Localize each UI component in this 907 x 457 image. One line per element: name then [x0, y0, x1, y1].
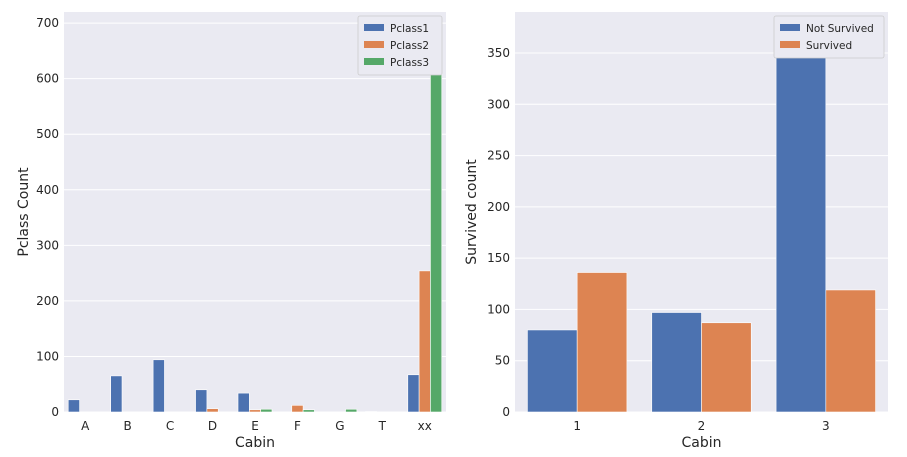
- y-tick-label: 300: [36, 238, 59, 252]
- bar-pclass3-e: [260, 408, 273, 413]
- x-tick-label: 2: [698, 419, 706, 433]
- bar-pclass3-g: [345, 408, 358, 413]
- y-tick-label: 500: [36, 127, 59, 141]
- legend-swatch: [364, 24, 384, 31]
- y-tick-label: 400: [36, 183, 59, 197]
- y-tick-label: 350: [487, 46, 510, 60]
- legend-box: [773, 15, 885, 59]
- bar-pclass1-c: [152, 359, 165, 413]
- x-tick-label: 3: [822, 419, 830, 433]
- bar-pclass1-d: [195, 389, 208, 413]
- y-tick-label: 50: [495, 354, 510, 368]
- legend-swatch: [364, 41, 384, 48]
- bar-pclass2-e: [249, 409, 261, 413]
- legend-label: Pclass2: [390, 40, 429, 52]
- x-tick-label: T: [378, 419, 387, 433]
- legend: Pclass1 Pclass2 Pclass3: [357, 15, 443, 76]
- y-tick-label: 250: [487, 149, 510, 163]
- legend-swatch: [364, 58, 384, 65]
- y-axis-label: Pclass Count: [16, 167, 32, 257]
- bar-pclass2-d: [206, 408, 219, 413]
- x-axis-label: Cabin: [681, 435, 721, 451]
- y-tick-label: 200: [36, 294, 59, 308]
- y-axis-label: Survived count: [464, 159, 480, 265]
- bar-survived-3: [825, 289, 876, 413]
- legend-swatch: [780, 41, 800, 48]
- x-tick-label: F: [294, 419, 301, 433]
- y-tick-label: 300: [487, 97, 510, 111]
- legend-label: Survived: [806, 40, 852, 52]
- y-tick-label: 0: [502, 405, 510, 419]
- legend: Not Survived Survived: [773, 15, 885, 59]
- bar-not-survived-2: [651, 312, 702, 413]
- x-tick-label: B: [124, 419, 132, 433]
- x-tick-label: G: [335, 419, 344, 433]
- bar-pclass3-xx: [430, 27, 443, 413]
- bar-pclass1-b: [110, 375, 123, 413]
- legend-label: Pclass3: [390, 57, 429, 69]
- x-tick-label: C: [166, 419, 174, 433]
- bar-survived-2: [701, 322, 752, 413]
- y-tick-label: 0: [51, 405, 59, 419]
- bar-not-survived-1: [527, 329, 578, 413]
- bar-pclass1-e: [237, 392, 250, 413]
- bar-pclass1-a: [67, 399, 80, 413]
- bar-not-survived-3: [775, 30, 827, 413]
- bar-pclass1-xx: [407, 374, 420, 413]
- bar-survived-1: [576, 272, 628, 413]
- y-tick-label: 150: [487, 251, 510, 265]
- y-tick-label: 700: [36, 16, 59, 30]
- y-tick-label: 100: [487, 302, 510, 316]
- bar-pclass3-f: [302, 409, 315, 413]
- x-tick-label: E: [251, 419, 259, 433]
- legend-swatch: [780, 24, 800, 31]
- legend-label: Not Survived: [806, 23, 874, 35]
- bar-pclass2-xx: [418, 270, 431, 413]
- x-tick-label: xx: [418, 419, 432, 433]
- x-tick-label: D: [208, 419, 217, 433]
- y-tick-label: 200: [487, 200, 510, 214]
- legend-label: Pclass1: [390, 23, 429, 35]
- y-tick-label: 100: [36, 349, 59, 363]
- x-tick-label: A: [81, 419, 90, 433]
- bar-pclass2-f: [291, 405, 304, 413]
- chart-2: 0 50 100 150 200 250 300 350 1 2 3 Cabin Survived co…: [464, 12, 888, 451]
- bar-pclass1-t: [365, 411, 377, 413]
- x-tick-label: 1: [573, 419, 581, 433]
- y-tick-label: 600: [36, 72, 59, 86]
- x-axis-label: Cabin: [235, 435, 275, 451]
